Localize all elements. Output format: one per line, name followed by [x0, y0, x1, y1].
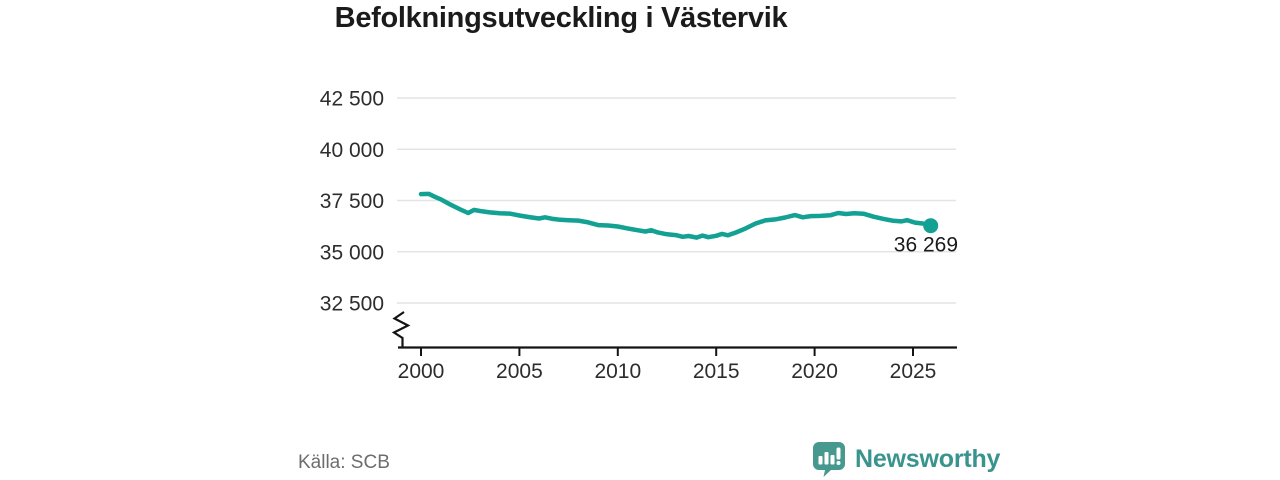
newsworthy-wordmark: Newsworthy: [855, 444, 1001, 473]
x-tick-label: 2015: [693, 360, 740, 383]
y-tick-label: 32 500: [320, 293, 384, 316]
y-tick-label: 37 500: [320, 190, 384, 213]
y-tick-label: 35 000: [320, 241, 384, 264]
newsworthy-logo: Newsworthy: [811, 441, 1000, 477]
page-title: Befolkningsutveckling i Västervik: [334, 2, 788, 34]
x-tick-label: 2025: [890, 360, 937, 383]
x-tick-label: 2010: [594, 360, 641, 383]
latest-value-label: 36 269: [894, 234, 958, 257]
y-tick-label: 40 000: [320, 139, 384, 162]
source-credit: Källa: SCB: [298, 452, 390, 473]
latest-point-marker: [923, 218, 939, 234]
population-line: [418, 191, 933, 240]
axis-break-icon: [391, 311, 411, 348]
x-tick-label: 2005: [496, 360, 543, 383]
x-tick-label: 2000: [398, 360, 445, 383]
x-tick-label: 2020: [791, 360, 838, 383]
bar-chart-speech-bubble-icon: [813, 442, 845, 477]
y-tick-label: 42 500: [320, 88, 384, 111]
